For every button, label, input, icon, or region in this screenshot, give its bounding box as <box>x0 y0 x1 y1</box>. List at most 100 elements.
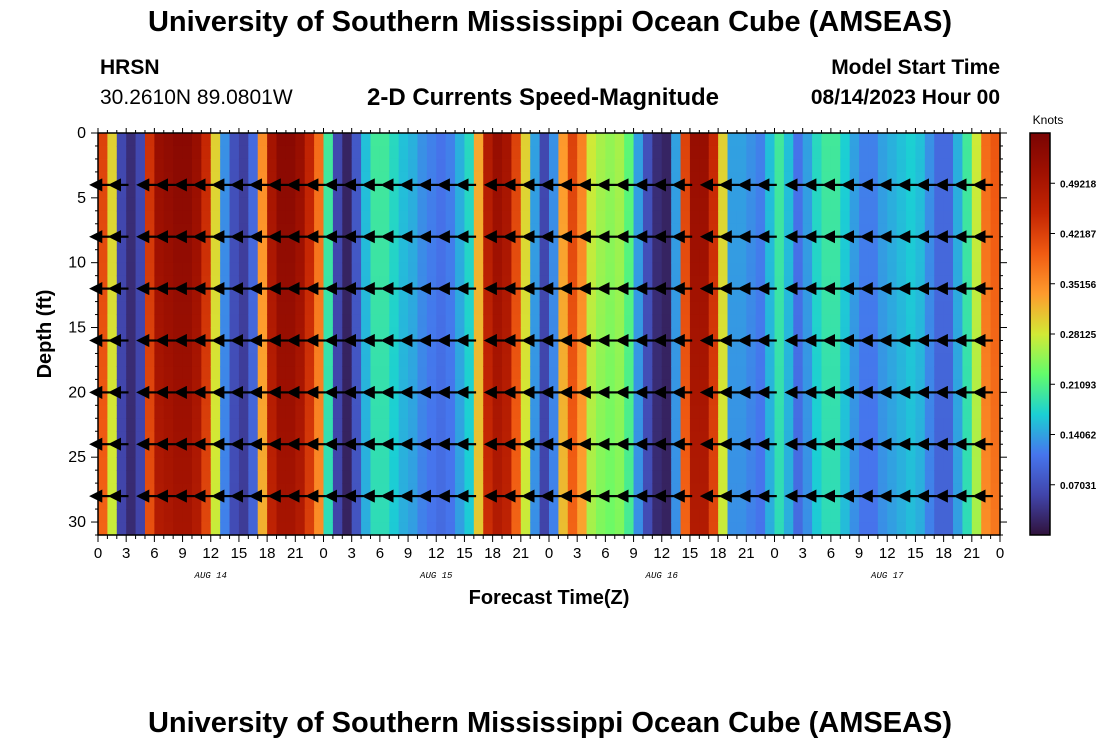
heatmap-cell <box>511 418 522 432</box>
heatmap-cell <box>539 431 550 445</box>
heatmap-cell <box>520 444 531 458</box>
heatmap-cell <box>201 379 212 393</box>
heatmap-cell <box>408 236 419 251</box>
heatmap-cell <box>426 366 437 380</box>
heatmap-cell <box>332 327 343 342</box>
heatmap-cell <box>201 288 212 303</box>
heatmap-cell <box>774 301 785 316</box>
heatmap-cell <box>436 327 447 342</box>
heatmap-cell <box>492 418 503 432</box>
heatmap-cell <box>708 171 719 186</box>
heatmap-cell <box>859 158 870 173</box>
heatmap-cell <box>586 223 597 238</box>
heatmap-cell <box>642 133 653 147</box>
heatmap-cell <box>812 133 823 147</box>
heatmap-cell <box>736 444 747 458</box>
heatmap-cell <box>455 249 466 264</box>
heatmap-cell <box>661 353 672 368</box>
heatmap-cell <box>624 275 635 290</box>
heatmap-cell <box>154 353 165 368</box>
heatmap-cell <box>370 236 381 251</box>
heatmap-cell <box>981 197 992 212</box>
heatmap-cell <box>877 509 888 523</box>
heatmap-cell <box>398 522 409 536</box>
heatmap-cell <box>821 223 832 238</box>
heatmap-cell <box>577 392 588 406</box>
heatmap-cell <box>191 431 202 445</box>
heatmap-cell <box>370 314 381 329</box>
heatmap-cell <box>163 327 174 342</box>
heatmap-cell <box>201 327 212 342</box>
heatmap-cell <box>408 184 419 199</box>
heatmap-cell <box>877 379 888 393</box>
heatmap-cell <box>652 353 663 368</box>
heatmap-cell <box>445 327 456 342</box>
heatmap-cell <box>98 145 108 160</box>
heatmap-cell <box>464 457 475 471</box>
heatmap-cell <box>906 457 917 471</box>
heatmap-cell <box>436 314 447 329</box>
heatmap-cell <box>821 405 832 419</box>
heatmap-cell <box>426 184 437 199</box>
heatmap-cell <box>173 133 184 147</box>
heatmap-cell <box>840 366 851 380</box>
heatmap-cell <box>812 353 823 368</box>
heatmap-cell <box>191 275 202 290</box>
heatmap-cell <box>577 379 588 393</box>
heatmap-cell <box>191 470 202 484</box>
heatmap-cell <box>295 171 306 186</box>
heatmap-cell <box>511 184 522 199</box>
heatmap-cell <box>520 327 531 342</box>
heatmap-cell <box>530 171 541 186</box>
heatmap-cell <box>924 457 935 471</box>
heatmap-cell <box>577 405 588 419</box>
model-start-value: 08/14/2023 Hour 00 <box>810 86 1000 109</box>
heatmap-cell <box>549 210 559 225</box>
heatmap-cell <box>990 405 1001 419</box>
heatmap-cell <box>417 418 428 432</box>
heatmap-cell <box>464 522 475 536</box>
heatmap-cell <box>614 444 625 458</box>
heatmap-cell <box>746 366 757 380</box>
heatmap-cell <box>981 444 992 458</box>
heatmap-cell <box>605 405 616 419</box>
heatmap-cell <box>652 236 663 251</box>
heatmap-cell <box>558 262 569 277</box>
heatmap-cell <box>511 171 522 186</box>
heatmap-cell <box>182 444 193 458</box>
heatmap-cell <box>379 340 390 355</box>
heatmap-cell <box>689 405 700 419</box>
heatmap-cell <box>464 496 475 510</box>
heatmap-cell <box>107 418 118 432</box>
heatmap-cell <box>436 275 447 290</box>
heatmap-cell <box>98 133 108 147</box>
heatmap-cell <box>135 145 146 160</box>
heatmap-cell <box>229 509 240 523</box>
heatmap-cell <box>191 184 202 199</box>
heatmap-cell <box>257 457 268 471</box>
heatmap-cell <box>464 418 475 432</box>
heatmap-cell <box>849 314 860 329</box>
heatmap-cell <box>370 301 381 316</box>
heatmap-cell <box>549 249 559 264</box>
heatmap-cell <box>953 236 964 251</box>
heatmap-cell <box>342 288 353 303</box>
heatmap-cell <box>577 314 588 329</box>
heatmap-cell <box>887 470 898 484</box>
heatmap-cell <box>624 236 635 251</box>
heatmap-cell <box>351 249 362 264</box>
heatmap-cell <box>887 275 898 290</box>
heatmap-cell <box>990 431 1001 445</box>
heatmap-cell <box>868 262 879 277</box>
heatmap-cell <box>154 509 165 523</box>
heatmap-cell <box>671 327 682 342</box>
heatmap-cell <box>821 470 832 484</box>
heatmap-cell <box>210 366 221 380</box>
heatmap-cell <box>473 288 484 303</box>
heatmap-cell <box>549 457 559 471</box>
heatmap-cell <box>605 483 616 497</box>
heatmap-cell <box>135 522 146 536</box>
heatmap-cell <box>971 483 982 497</box>
heatmap-cell <box>276 223 287 238</box>
heatmap-cell <box>802 496 813 510</box>
